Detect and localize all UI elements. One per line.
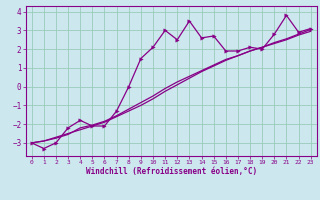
X-axis label: Windchill (Refroidissement éolien,°C): Windchill (Refroidissement éolien,°C) — [86, 167, 257, 176]
